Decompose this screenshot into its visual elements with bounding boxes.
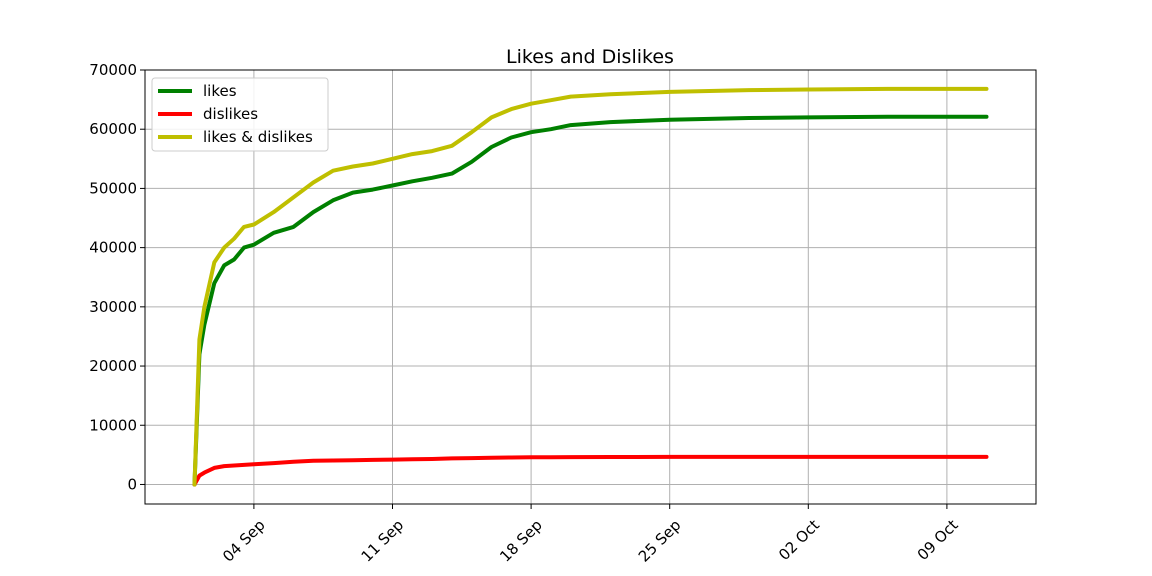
- y-tick-label: 20000: [89, 357, 137, 375]
- x-tick-label: 11 Sep: [358, 516, 408, 566]
- gridlines: [145, 69, 1036, 504]
- legend-box: [151, 77, 329, 152]
- x-tick-label: 18 Sep: [496, 516, 546, 566]
- series-layer: [192, 86, 989, 487]
- series-line-0: [192, 114, 989, 487]
- y-axis: 0 10000 20000 30000 40000 50000 60000 70000: [89, 61, 145, 493]
- series-line-1: [192, 454, 989, 487]
- y-tick-label: 70000: [89, 61, 137, 79]
- legend-label-2: likes & dislikes: [203, 128, 313, 146]
- y-tick-label: 30000: [89, 298, 137, 316]
- y-tick-label: 0: [127, 475, 137, 493]
- series-line-2: [192, 86, 989, 487]
- y-tick-label: 40000: [89, 239, 137, 257]
- y-tick-label: 10000: [89, 416, 137, 434]
- y-tick-label: 60000: [89, 120, 137, 138]
- legend: likes dislikes likes & dislikes: [151, 77, 329, 152]
- plot-frame: [144, 69, 1037, 505]
- x-tick-label: 25 Sep: [635, 516, 685, 566]
- chart-title: Likes and Dislikes: [506, 46, 674, 68]
- x-tick-label: 04 Sep: [219, 516, 269, 566]
- y-tick-label: 50000: [89, 179, 137, 197]
- x-axis: 04 Sep 11 Sep 18 Sep 25 Sep 02 Oct 09 Oct: [219, 504, 962, 566]
- legend-label-1: dislikes: [203, 105, 258, 123]
- x-tick-label: 09 Oct: [914, 516, 962, 564]
- legend-label-0: likes: [203, 82, 237, 100]
- x-tick-label: 02 Oct: [775, 516, 823, 564]
